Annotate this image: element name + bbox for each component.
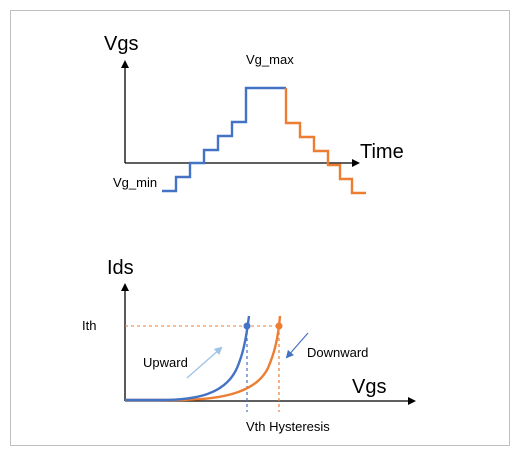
bottom-y-axis-label: Ids — [107, 257, 134, 279]
downward-curve — [125, 315, 282, 402]
vg-max-label: Vg_max — [246, 52, 294, 67]
ith-label: Ith — [82, 318, 96, 333]
top-y-axis-label: Vgs — [104, 33, 138, 55]
upward-direction-arrow — [186, 346, 223, 379]
figure-frame — [10, 10, 510, 446]
vth-hysteresis-label: Vth Hysteresis — [246, 419, 330, 434]
downward-direction-arrow — [285, 332, 309, 359]
upward-label: Upward — [143, 355, 188, 370]
upward-staircase — [162, 86, 286, 193]
downward-staircase — [284, 88, 366, 195]
upward-curve — [125, 315, 251, 402]
top-x-axis-label: Time — [360, 141, 404, 163]
bottom-x-axis-label: Vgs — [352, 376, 386, 398]
downward-ith-point — [275, 322, 283, 330]
downward-label: Downward — [307, 345, 368, 360]
upward-ith-point — [243, 322, 251, 330]
bottom-ids-vgs-plot: Ids Vgs Ith Upward Downward Vth Hysteres… — [82, 257, 416, 434]
top-staircase-plot: Vgs Time Vg_max Vg_min — [104, 33, 404, 195]
vg-min-label: Vg_min — [113, 175, 157, 190]
